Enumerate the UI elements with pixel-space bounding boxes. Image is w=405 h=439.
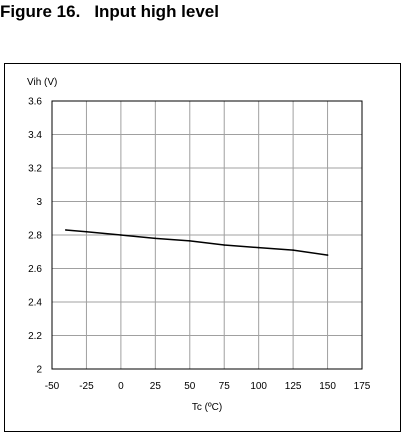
y-tick-label: 3.6 [28,97,42,108]
x-tick-label: 125 [285,381,302,392]
plot-area [51,100,363,370]
data-point [257,246,260,249]
figure-number: Figure 16. [0,2,81,21]
data-point [85,230,88,233]
x-tick-label: 0 [118,381,124,392]
grid-lines [52,101,362,369]
data-point [120,234,122,236]
x-tick-labels: -50 -25 0 25 50 75 100 125 150 175 [45,381,371,392]
data-point [64,229,67,231]
y-tick-labels: 2 2.2 2.4 2.6 2.8 3 3.2 3.4 3.6 [28,97,42,376]
data-point [154,237,157,240]
x-tick-label: 25 [150,381,162,392]
data-point [223,244,226,246]
x-tick-label: 75 [219,381,231,392]
y-tick-label: 3.4 [28,130,42,141]
y-tick-label: 2 [36,365,42,376]
x-tick-label: -50 [45,381,60,392]
y-tick-label: 2.2 [28,331,42,342]
series-line [65,229,328,256]
x-tick-label: 50 [184,381,196,392]
x-axis-label: Tc (ºC) [192,402,222,413]
x-tick-label: 150 [319,381,336,392]
x-tick-label: 100 [250,381,267,392]
figure-caption: Input high level [94,2,219,21]
y-tick-label: 3 [36,197,42,208]
x-tick-label: -25 [79,381,94,392]
chart-frame [4,63,401,432]
y-tick-label: 2.4 [28,298,42,309]
y-tick-label: 2.8 [28,231,42,242]
x-tick-label: 175 [354,381,371,392]
series-layer [64,229,329,256]
data-point [326,254,329,256]
y-axis-label: Vih (V) [27,77,57,88]
figure-title: Figure 16. Input high level [0,2,219,22]
data-point [292,249,294,251]
y-tick-label: 3.2 [28,164,42,175]
y-tick-label: 2.6 [28,264,42,275]
data-point [188,240,191,242]
